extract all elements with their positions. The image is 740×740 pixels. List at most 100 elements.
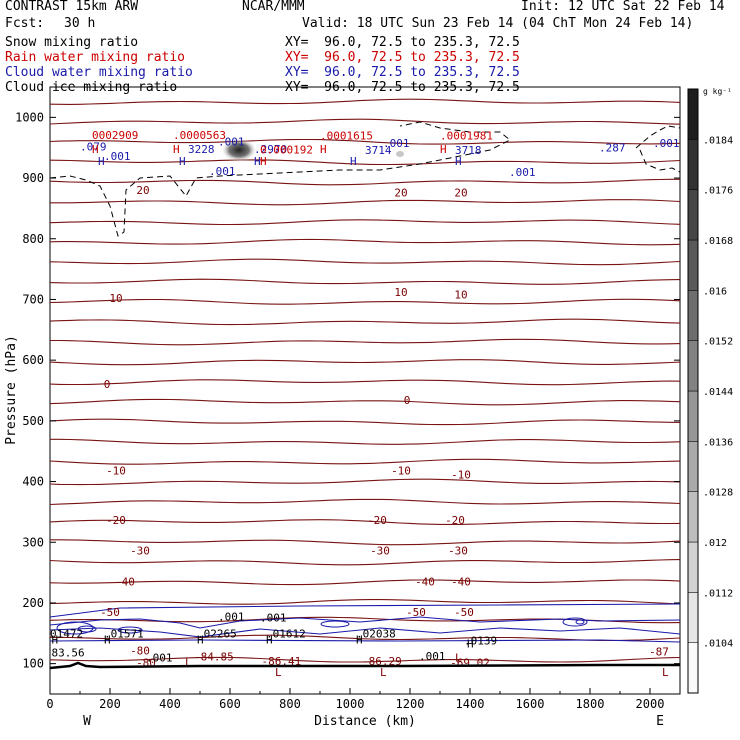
minimum-marker: L — [185, 656, 192, 669]
field-value-label: 83.56 — [52, 647, 85, 660]
x-tick-label: 1600 — [516, 697, 545, 711]
field-value-label: .01571 — [104, 627, 144, 640]
plot-frame — [49, 86, 681, 695]
colorbar-label: .012 — [703, 538, 727, 549]
field-value-label: .0000563 — [173, 129, 226, 142]
isotherm-line — [49, 656, 681, 663]
temperature-label: 10 — [454, 289, 467, 302]
x-tick-label: 800 — [279, 697, 301, 711]
minimum-marker: L — [275, 666, 282, 679]
isotherm-line — [49, 138, 681, 145]
field-value-label: .001 — [209, 165, 236, 178]
temperature-label: -40 — [115, 576, 135, 589]
field-value-label: .02038 — [356, 627, 396, 640]
isotherm-line — [49, 458, 681, 465]
west-label: W — [83, 714, 91, 729]
isotherm-line — [49, 599, 681, 605]
field-value-label: .001 — [260, 612, 287, 625]
model-name: CONTRAST 15km ARW — [5, 0, 139, 14]
organization: NCAR/MMM — [242, 0, 305, 14]
temperature-label: 20 — [454, 187, 467, 200]
cloud-water-cell — [320, 620, 350, 628]
field-cloudwater-name: Cloud water mixing ratio — [5, 65, 193, 80]
x-tick-label: 0 — [46, 697, 53, 711]
field-value-label: .0139 — [464, 635, 497, 648]
y-tick-label: 200 — [22, 596, 44, 610]
temperature-label: -30 — [370, 545, 390, 558]
colorbar-label: .0184 — [703, 135, 733, 146]
forecast-hour: 30 h — [64, 16, 96, 31]
temperature-labels: -80-80 -69.02-87-50 -50 -50-40 -40 -40-30 -30-… — [100, 184, 669, 669]
colorbar-segment — [687, 239, 699, 291]
maximum-marker: H — [52, 633, 59, 646]
temperature-label: -10 — [391, 465, 411, 478]
colorbar-label: .0168 — [703, 236, 733, 247]
x-tick-label: 1400 — [456, 697, 485, 711]
field-value-label: .287 — [599, 142, 626, 155]
maximum-marker: H — [455, 155, 462, 168]
cloud-water-contours — [49, 603, 681, 643]
maximum-marker: H — [440, 143, 447, 156]
y-axis-label: Pressure (hPa) — [4, 335, 19, 445]
field-snow-name: Snow mixing ratio — [5, 35, 139, 50]
y-tick-label: 300 — [22, 535, 44, 549]
colorbar-unit: g kg⁻¹ — [703, 87, 732, 96]
isotherm-line — [49, 219, 681, 226]
colorbar-segment — [687, 441, 699, 492]
field-value-label: .001 — [146, 652, 173, 665]
field-value-label: .001 — [104, 150, 131, 163]
y-tick-label: 700 — [22, 292, 44, 306]
field-value-label: 3718 — [455, 144, 482, 157]
field-snow-xy: XY= 96.0, 72.5 to 235.3, 72.5 — [285, 35, 520, 50]
colorbar-segment — [687, 139, 699, 190]
minimum-markers: L L L L L — [185, 652, 669, 680]
field-value-label: .001 — [419, 650, 446, 663]
isotherm-line — [49, 498, 681, 506]
field-value-label: 0002909 — [92, 129, 138, 142]
temperature-label: -30 — [130, 545, 150, 558]
isotherm-line — [49, 238, 681, 246]
field-value-label: .001 — [383, 137, 410, 150]
field-value-label: .02265 — [197, 627, 237, 640]
field-value-label: 3714 — [365, 144, 392, 157]
colorbar-label: .0136 — [703, 437, 733, 448]
cloud-water-cell — [575, 619, 585, 625]
isotherm-line — [49, 118, 681, 125]
field-value-label: .079 — [80, 140, 107, 153]
field-value-label: 0.000192 — [260, 144, 313, 157]
field-rain-xy: XY= 96.0, 72.5 to 235.3, 72.5 — [285, 50, 520, 65]
maximum-marker: H — [197, 633, 204, 646]
maximum-marker: H — [320, 143, 327, 156]
field-cloudwater-xy: XY= 96.0, 72.5 to 235.3, 72.5 — [285, 65, 520, 80]
y-tick-label: 100 — [22, 657, 44, 671]
maximum-marker: H — [266, 633, 273, 646]
cloud-water-contour — [49, 616, 681, 629]
isotherm-line — [50, 338, 681, 346]
isotherm-line — [49, 298, 681, 305]
temperature-label: -30 — [448, 545, 468, 558]
cloud-water-cell — [117, 626, 143, 634]
temperature-label: 20 — [136, 184, 149, 197]
isotherm-line — [49, 379, 681, 386]
x-tick-label: 200 — [99, 697, 121, 711]
colorbar-segment — [687, 88, 699, 140]
valid-time: Valid: 18 UTC Sun 23 Feb 14 (04 ChT Mon … — [302, 16, 694, 31]
field-value-label: .001 — [653, 137, 680, 150]
x-tick-label: 1800 — [576, 697, 605, 711]
temperature-label: 10 — [109, 292, 122, 305]
field-annotations: 83.56.001 -84.85 -86.41 -86.29.00101472.015… — [50, 129, 680, 668]
colorbar-segment — [687, 390, 699, 442]
maximum-marker: H — [260, 155, 267, 168]
field-rain-name: Rain water mixing ratio — [5, 50, 186, 65]
maximum-marker: H — [356, 633, 363, 646]
isotherm-line — [49, 559, 681, 566]
colorbar-label: .0112 — [703, 588, 733, 599]
colorbar-label: .0128 — [703, 488, 733, 499]
cloud-water-contour — [49, 603, 681, 618]
y-tick-label: 1000 — [15, 110, 44, 124]
isotherm-line — [49, 478, 681, 486]
temperature-label: -50 — [454, 606, 474, 619]
maximum-marker: H — [179, 155, 186, 168]
y-tick-label: 600 — [22, 353, 44, 367]
x-tick-label: 1200 — [396, 697, 425, 711]
